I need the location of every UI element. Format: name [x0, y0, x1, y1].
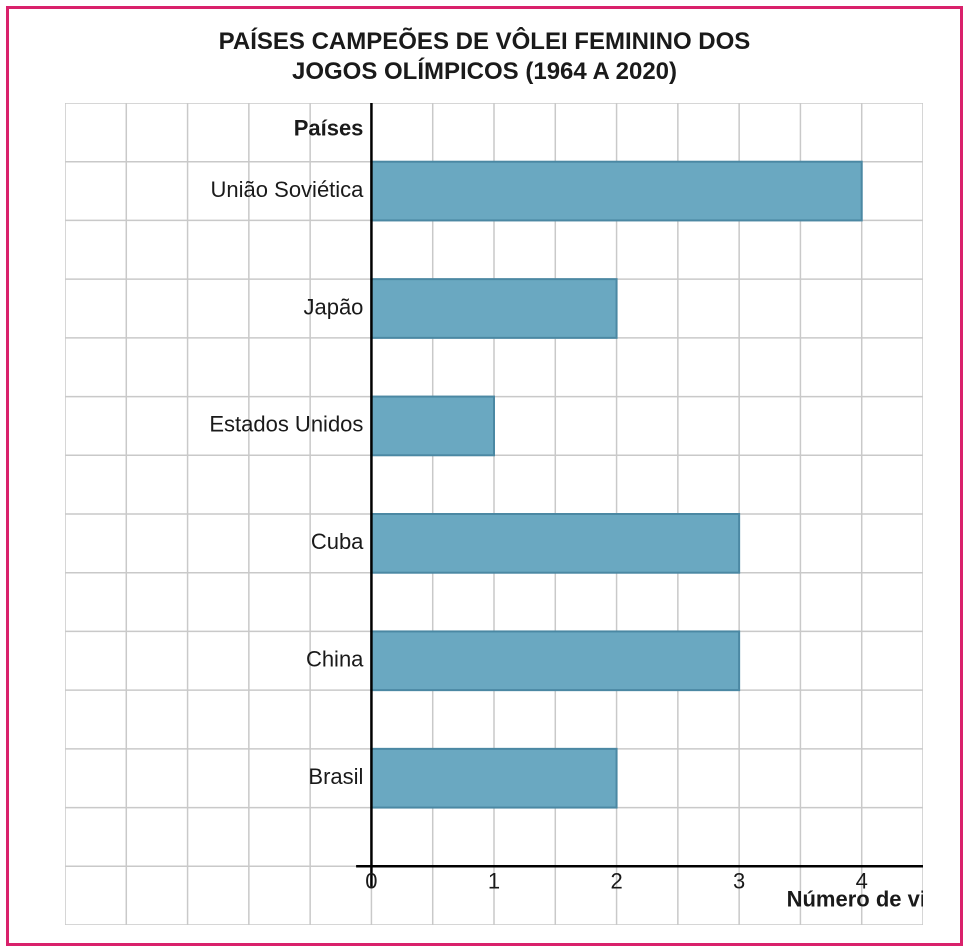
x-axis-title: Número de vitórias: [787, 886, 923, 911]
chart-title: PAÍSES CAMPEÕES DE VÔLEI FEMININO DOS JO…: [9, 27, 960, 87]
bar-4: [371, 631, 739, 690]
bar-2: [371, 397, 494, 456]
category-label: União Soviética: [211, 177, 365, 202]
category-label: Japão: [303, 294, 363, 319]
x-tick-label: 0: [365, 868, 377, 893]
bar-3: [371, 514, 739, 573]
bar-1: [371, 279, 616, 338]
bar-5: [371, 749, 616, 808]
x-tick-label: 1: [488, 868, 500, 893]
bar-0: [371, 162, 861, 221]
chart-title-line1: PAÍSES CAMPEÕES DE VÔLEI FEMININO DOS: [219, 28, 751, 55]
x-tick-label: 2: [610, 868, 622, 893]
chart-svg: União Soviética Japão Estados Unidos Cuba Ch…: [65, 103, 923, 925]
x-tick-label: 3: [733, 868, 745, 893]
chart-frame: PAÍSES CAMPEÕES DE VÔLEI FEMININO DOS JO…: [6, 6, 963, 946]
chart-area: União Soviética Japão Estados Unidos Cuba Ch…: [65, 103, 923, 925]
chart-title-line2: JOGOS OLÍMPICOS (1964 A 2020): [292, 58, 677, 85]
category-label: Brasil: [308, 764, 363, 789]
category-label: Estados Unidos: [209, 412, 363, 437]
y-axis-title: Países: [294, 115, 364, 140]
category-label: China: [306, 647, 364, 672]
category-label: Cuba: [311, 529, 364, 554]
